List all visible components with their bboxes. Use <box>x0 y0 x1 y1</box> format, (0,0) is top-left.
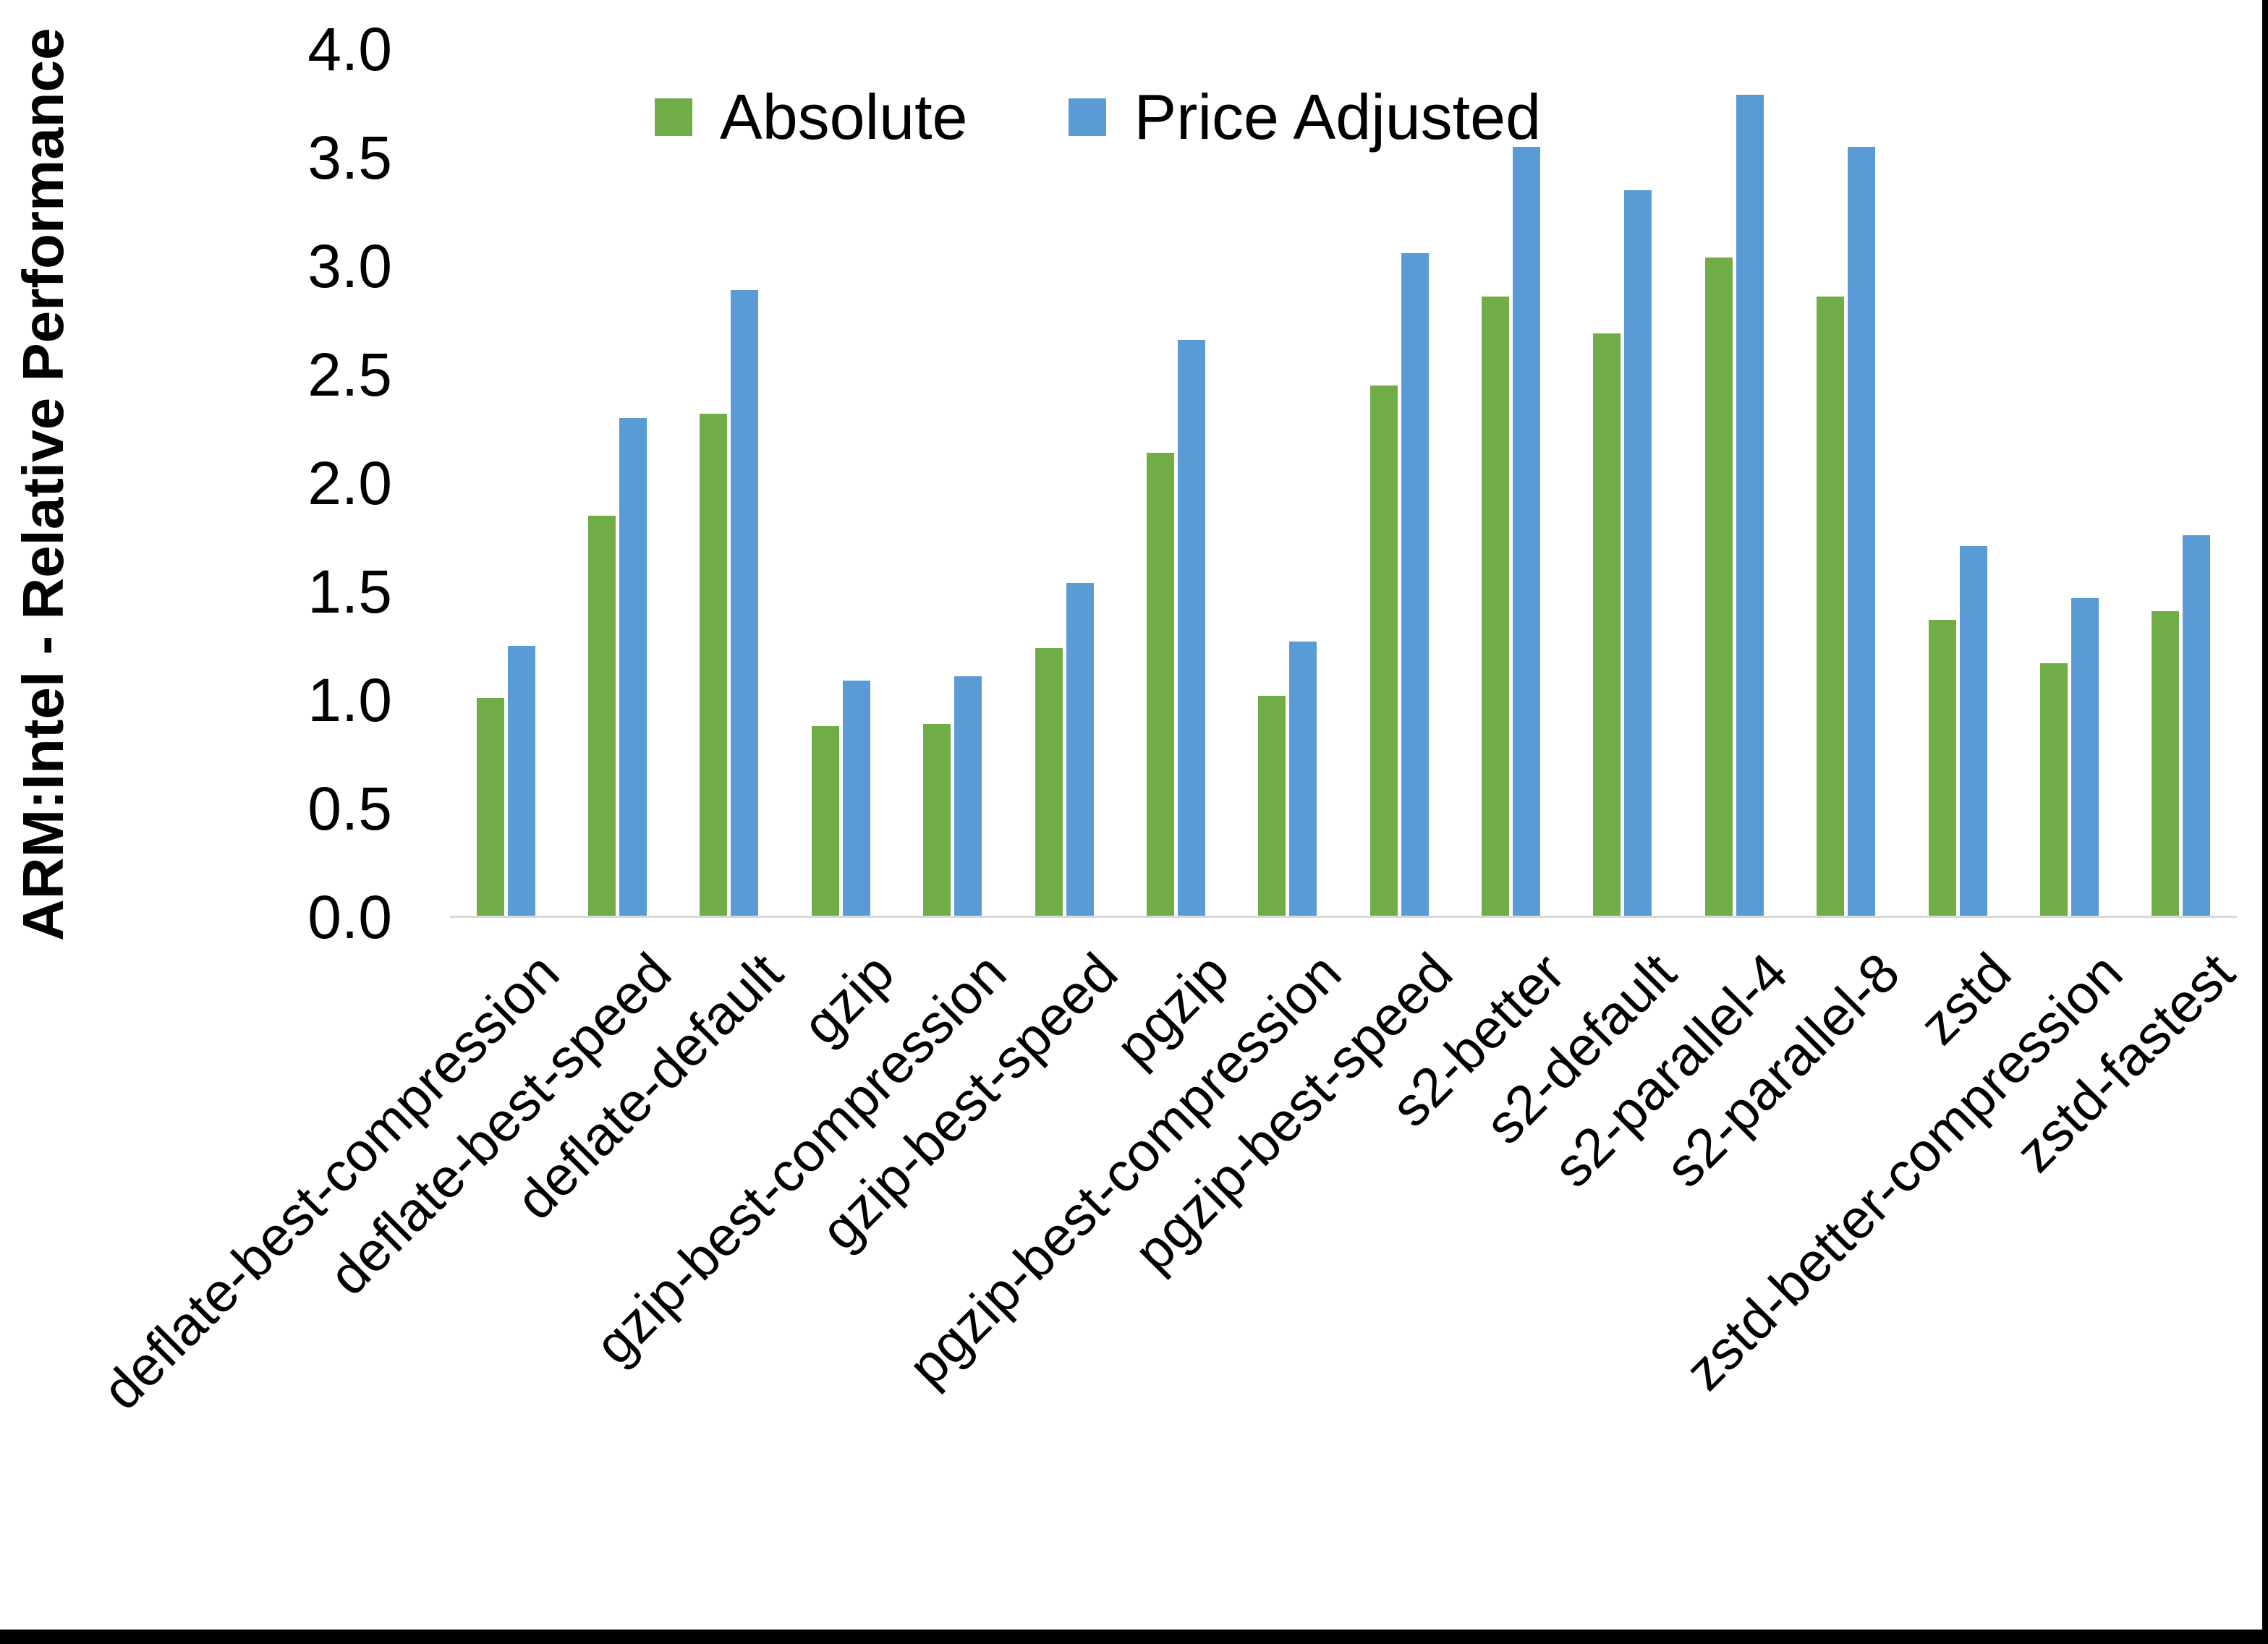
bar-absolute-zstd-better-compression <box>2039 663 2068 917</box>
bar-group-gzip-best-compression <box>897 49 1008 917</box>
bar-price-adjusted-s2-default <box>1624 190 1652 917</box>
legend-swatch-price-adjusted-icon <box>1069 98 1107 136</box>
bar-absolute-zstd <box>1928 620 1956 917</box>
y-tick-label: 1.5 <box>307 558 392 626</box>
bar-price-adjusted-deflate-best-speed <box>619 418 647 917</box>
bar-group-deflate-best-speed <box>561 49 673 917</box>
bar-absolute-s2-default <box>1593 333 1621 917</box>
bar-absolute-deflate-best-compression <box>476 698 504 917</box>
bar-price-adjusted-deflate-default <box>731 290 759 917</box>
bar-price-adjusted-zstd-better-compression <box>2070 598 2099 917</box>
y-tick-label: 2.0 <box>307 449 392 517</box>
y-tick-label: 2.5 <box>307 341 392 409</box>
bar-absolute-pgzip-best-compression <box>1258 696 1286 917</box>
bar-group-zstd <box>1902 49 2013 917</box>
bar-price-adjusted-pgzip-best-compression <box>1289 642 1317 917</box>
bar-group-gzip-best-speed <box>1008 49 1120 917</box>
legend-swatch-absolute-icon <box>655 98 692 136</box>
x-axis-labels: deflate-best-compression deflate-best-spe… <box>0 942 2268 1607</box>
bar-absolute-gzip-best-compression <box>923 724 951 917</box>
bar-group-s2-parallel-8 <box>1791 49 1902 917</box>
bar-group-deflate-best-compression <box>450 49 561 917</box>
bar-absolute-deflate-best-speed <box>588 516 616 917</box>
bar-absolute-gzip-best-speed <box>1035 648 1063 917</box>
bar-price-adjusted-deflate-best-compression <box>507 646 535 917</box>
bar-group-gzip <box>785 49 896 917</box>
bar-group-pgzip-best-compression <box>1232 49 1343 917</box>
legend-item-price-adjusted: Price Adjusted <box>1069 85 1541 149</box>
plot-area <box>450 49 2237 917</box>
y-tick-label: 0.5 <box>307 775 392 843</box>
y-tick-label: 3.5 <box>307 124 392 192</box>
bar-price-adjusted-s2-parallel-4 <box>1736 95 1764 917</box>
window-frame-bottom-edge <box>0 1630 2268 1644</box>
bar-price-adjusted-gzip-best-speed <box>1066 583 1094 917</box>
y-tick-label: 1.0 <box>307 666 392 734</box>
y-tick-label: 4.0 <box>307 15 392 83</box>
bar-group-deflate-default <box>674 49 785 917</box>
legend-label-price-adjusted: Price Adjusted <box>1134 81 1542 153</box>
legend-label-absolute: Absolute <box>720 81 968 153</box>
bar-group-s2-default <box>1567 49 1678 917</box>
bar-price-adjusted-s2-parallel-8 <box>1848 147 1876 917</box>
legend-item-absolute: Absolute <box>655 85 967 149</box>
legend: Absolute Price Adjusted <box>655 85 1541 149</box>
x-axis-baseline <box>450 916 2237 918</box>
bar-absolute-s2-parallel-8 <box>1817 297 1845 917</box>
bar-price-adjusted-pgzip <box>1177 340 1205 917</box>
bar-price-adjusted-s2-better <box>1513 147 1541 917</box>
bar-absolute-zstd-fastest <box>2152 611 2180 917</box>
bar-absolute-s2-parallel-4 <box>1704 257 1733 917</box>
bar-price-adjusted-gzip-best-compression <box>954 676 982 917</box>
y-tick-label: 3.0 <box>307 232 392 300</box>
bar-group-zstd-better-compression <box>2013 49 2125 917</box>
y-tick-label: 0.0 <box>307 883 392 951</box>
bar-absolute-pgzip-best-speed <box>1369 386 1398 917</box>
bar-absolute-gzip <box>811 726 839 917</box>
bar-absolute-pgzip <box>1146 453 1174 917</box>
bar-group-pgzip-best-speed <box>1343 49 1455 917</box>
bar-absolute-s2-better <box>1482 297 1510 917</box>
bar-price-adjusted-gzip <box>842 681 870 917</box>
window-frame-right-edge <box>2262 0 2268 1644</box>
bar-group-zstd-fastest <box>2125 49 2237 917</box>
bar-price-adjusted-pgzip-best-speed <box>1401 253 1429 917</box>
bar-group-s2-parallel-4 <box>1678 49 1790 917</box>
bar-price-adjusted-zstd-fastest <box>2183 535 2211 917</box>
bar-group-pgzip <box>1120 49 1231 917</box>
bar-group-s2-better <box>1455 49 1566 917</box>
bar-absolute-deflate-default <box>700 414 728 917</box>
bar-price-adjusted-zstd <box>1959 546 1987 917</box>
